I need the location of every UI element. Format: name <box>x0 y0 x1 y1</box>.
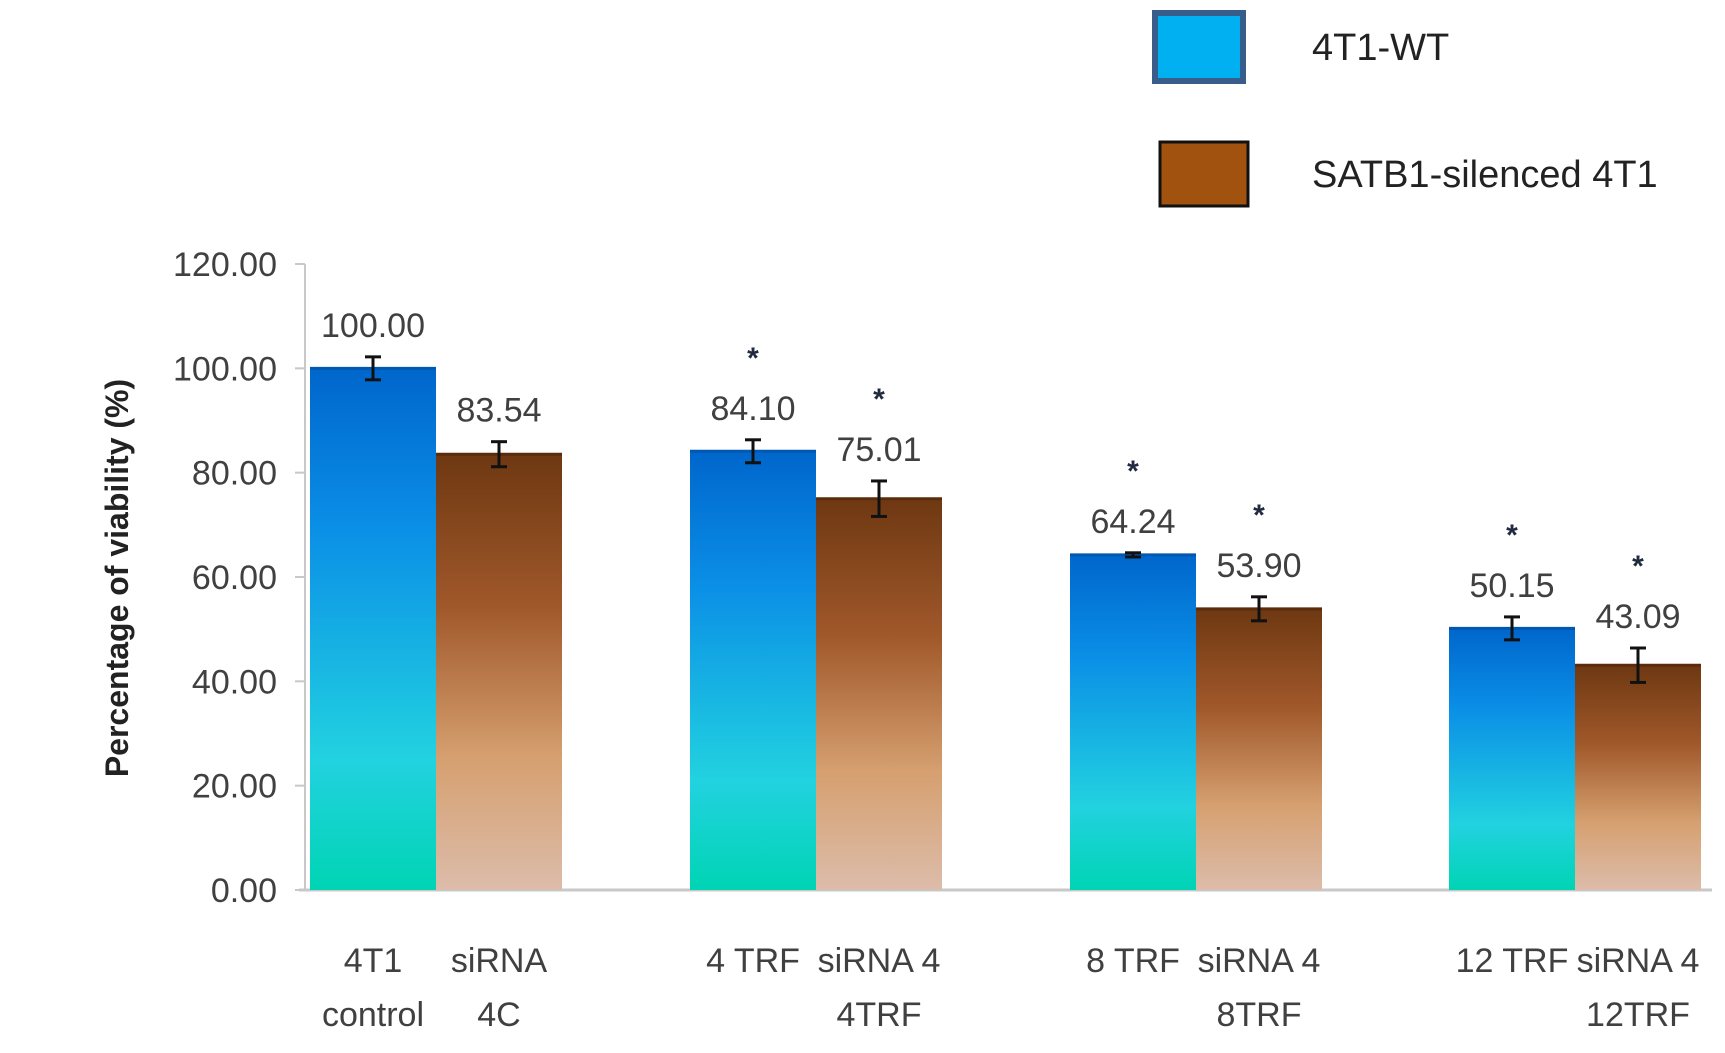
legend-swatch <box>1158 140 1250 208</box>
data-label: 43.09 <box>1595 598 1680 636</box>
data-label: 64.24 <box>1090 503 1175 541</box>
error-bar <box>1251 595 1267 623</box>
y-axis-label: Percentage of viability (%) <box>99 379 135 777</box>
bar-wt-1 <box>690 451 816 890</box>
legend-swatch <box>1152 10 1246 84</box>
error-bar <box>745 438 761 465</box>
labels: 100.00 84.10 * 64.24 * 50.15 * 83.54 75.01 * 53.90… <box>321 307 1699 1034</box>
bar-silenced-2 <box>1196 608 1322 890</box>
bar-silenced-1 <box>816 498 942 890</box>
category-label: 8 TRF <box>1086 942 1180 980</box>
category-label: 12 TRF <box>1456 942 1569 980</box>
bar-wt-2 <box>1070 554 1196 890</box>
legend-item-wt: 4T1-WT <box>1152 10 1449 84</box>
category-label: siRNA 4 <box>1198 942 1321 980</box>
category-label: 4 TRF <box>706 942 800 980</box>
category-label: control <box>322 996 424 1034</box>
data-label: 53.90 <box>1216 547 1301 585</box>
error-bar <box>365 355 381 382</box>
error-bar <box>1630 646 1646 684</box>
y-tick-label: 60.00 <box>192 559 277 597</box>
significance-star: * <box>1632 550 1644 583</box>
bar-silenced-0 <box>436 454 562 890</box>
y-tick-label: 80.00 <box>192 455 277 493</box>
y-tick-label: 120.00 <box>173 246 277 284</box>
y-tick-label: 20.00 <box>192 768 277 806</box>
category-label: siRNA 4 <box>1577 942 1700 980</box>
legend: 4T1-WT SATB1-silenced 4T1 <box>1152 10 1658 208</box>
category-label: siRNA <box>451 942 548 980</box>
legend-label: SATB1-silenced 4T1 <box>1312 154 1658 196</box>
y-tick-label: 40.00 <box>192 663 277 701</box>
bar-wt-3 <box>1449 628 1575 890</box>
significance-star: * <box>1127 455 1139 488</box>
error-bar <box>491 440 507 469</box>
error-bar <box>1125 551 1141 559</box>
axes: 0.00 20.00 40.00 60.00 80.00 100.00 120.00 Perc… <box>99 246 1712 910</box>
y-tick-label: 100.00 <box>173 350 277 388</box>
legend-item-silenced: SATB1-silenced 4T1 <box>1158 140 1658 208</box>
significance-star: * <box>1506 519 1518 552</box>
category-label: 4T1 <box>344 942 403 980</box>
bar-silenced-3 <box>1575 665 1701 890</box>
legend-label: 4T1-WT <box>1312 27 1449 69</box>
significance-star: * <box>747 342 759 375</box>
error-bar <box>1504 615 1520 642</box>
bar-wt-0 <box>310 368 436 890</box>
category-label: 12TRF <box>1586 996 1690 1034</box>
category-label: 4C <box>477 996 520 1034</box>
data-label: 75.01 <box>836 431 921 469</box>
data-label: 84.10 <box>710 390 795 428</box>
error-bar <box>871 479 887 518</box>
data-label: 83.54 <box>456 392 541 430</box>
data-label: 50.15 <box>1469 567 1554 605</box>
category-label: siRNA 4 <box>818 942 941 980</box>
category-label: 4TRF <box>837 996 922 1034</box>
significance-star: * <box>873 383 885 416</box>
data-label: 100.00 <box>321 307 425 345</box>
y-tick-label: 0.00 <box>211 872 277 910</box>
category-label: 8TRF <box>1217 996 1302 1034</box>
significance-star: * <box>1253 499 1265 532</box>
bars <box>310 355 1701 890</box>
